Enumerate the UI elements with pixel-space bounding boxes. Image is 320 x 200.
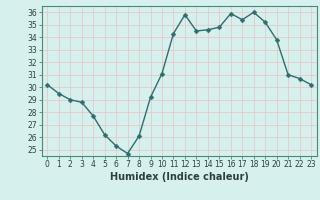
X-axis label: Humidex (Indice chaleur): Humidex (Indice chaleur) <box>110 172 249 182</box>
